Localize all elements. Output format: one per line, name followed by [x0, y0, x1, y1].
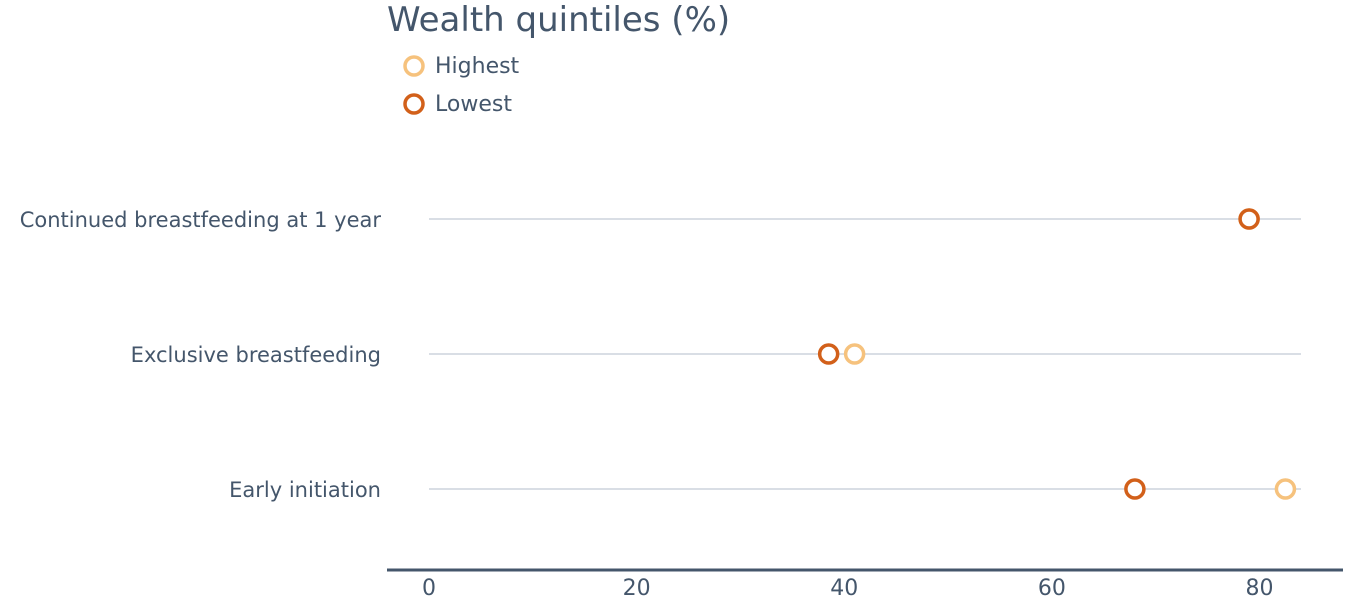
x-tick-label: 40 [830, 576, 858, 600]
legend-lowest-marker [405, 95, 423, 113]
category-label: Continued breastfeeding at 1 year [20, 208, 382, 232]
category-label: Exclusive breastfeeding [131, 343, 381, 367]
x-axis: 0 20 40 60 80 [387, 570, 1343, 600]
x-tick-labels: 0 20 40 60 80 [422, 576, 1273, 600]
data-point-highest [1276, 480, 1294, 498]
x-tick-label: 0 [422, 576, 436, 600]
legend-highest-marker [405, 57, 423, 75]
legend-highest-label: Highest [435, 54, 520, 79]
legend-item-highest: Highest [405, 54, 520, 79]
x-tick-label: 80 [1245, 576, 1273, 600]
x-tick-label: 20 [623, 576, 651, 600]
rows: Continued breastfeeding at 1 year Exclusi… [20, 208, 1301, 502]
category-label: Early initiation [229, 478, 381, 502]
chart-title: Wealth quintiles (%) [387, 0, 730, 40]
x-tick-label: 60 [1038, 576, 1066, 600]
data-point-lowest [820, 345, 838, 363]
data-point-lowest [1240, 210, 1258, 228]
legend-lowest-label: Lowest [435, 92, 512, 117]
data-point-highest [846, 345, 864, 363]
legend-item-lowest: Lowest [405, 92, 512, 117]
legend: Highest Lowest [405, 54, 520, 117]
data-point-lowest [1126, 480, 1144, 498]
